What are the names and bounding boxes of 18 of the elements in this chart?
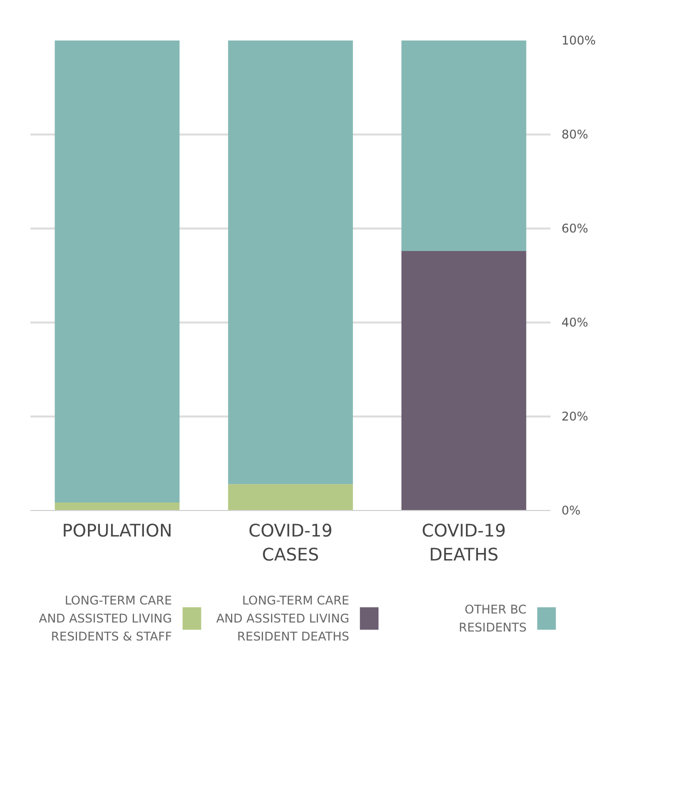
legend-label: LONG-TERM CARE AND ASSISTED LIVING RESIDENTS & STAFF <box>38 593 172 644</box>
y-tick-label: 80% <box>562 128 588 142</box>
bar <box>401 251 526 510</box>
bar <box>228 40 353 484</box>
y-tick-label: 20% <box>562 410 588 424</box>
y-tick-label: 40% <box>562 316 588 330</box>
bar <box>54 502 180 510</box>
bar <box>54 40 180 503</box>
legend-label: LONG-TERM CARE AND ASSISTED LIVING RESIDENT DEATHS <box>216 593 350 644</box>
x-tick-label: COVID-19 DEATHS <box>422 522 506 566</box>
bar <box>228 484 353 510</box>
legend-label: OTHER BC RESIDENTS <box>458 602 527 635</box>
y-tick-label: 0% <box>562 504 581 518</box>
y-tick-label: 100% <box>562 34 596 48</box>
x-tick-label: POPULATION <box>62 522 172 542</box>
x-tick-label: COVID-19 CASES <box>248 522 333 566</box>
y-tick-label: 60% <box>562 222 588 236</box>
bar <box>401 40 526 252</box>
